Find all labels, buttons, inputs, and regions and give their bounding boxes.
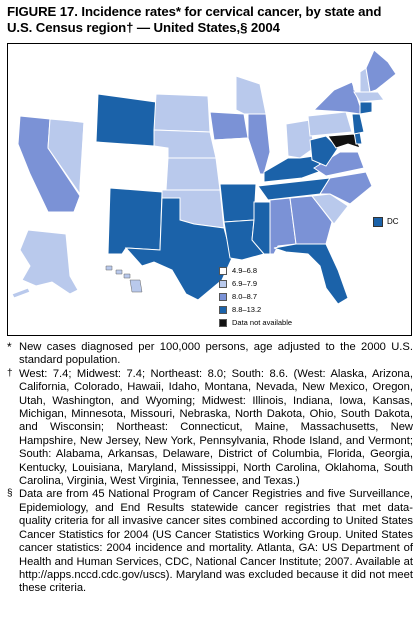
state-maryland	[327, 133, 361, 149]
state-alaska-islands	[11, 287, 31, 299]
legend-label: 8.8–13.2	[232, 305, 262, 314]
legend-label: 8.0–8.7	[232, 292, 258, 301]
figure-title-line-2: U.S. Census region† — United States,§ 20…	[7, 20, 280, 35]
figure-title-line-1: FIGURE 17. Incidence rates* for cervical…	[7, 4, 382, 19]
legend-label: 6.9–7.9	[232, 279, 258, 288]
state-kansas	[165, 157, 221, 191]
state-wyoming	[95, 93, 157, 147]
state-rhode-island	[371, 101, 379, 111]
footnote-dagger: † West: 7.4; Midwest: 7.4; Northeast: 8.…	[7, 368, 413, 489]
footnote-star-mark: *	[7, 340, 12, 354]
legend-swatch	[219, 267, 227, 275]
us-state-map	[11, 49, 397, 305]
state-new-mexico	[107, 187, 163, 255]
legend-swatch	[219, 293, 227, 301]
dc-swatch	[373, 217, 383, 227]
legend-swatch	[219, 280, 227, 288]
state-south-carolina	[311, 193, 349, 225]
legend-label: Data not available	[232, 318, 293, 327]
legend-swatch	[219, 319, 227, 327]
state-pennsylvania	[307, 111, 353, 137]
state-missouri	[213, 137, 261, 185]
state-west-virginia	[309, 135, 339, 167]
state-washington	[25, 55, 73, 89]
state-ohio	[285, 119, 315, 159]
state-vermont	[351, 71, 361, 91]
figure-title: FIGURE 17. Incidence rates* for cervical…	[7, 4, 412, 36]
dc-label: DC	[387, 217, 399, 226]
state-alaska	[19, 229, 79, 295]
state-florida	[273, 243, 349, 305]
footnote-section: § Data are from 45 National Program of C…	[7, 488, 413, 595]
state-wisconsin	[235, 75, 267, 115]
state-connecticut	[359, 101, 373, 115]
footnote-dagger-text: West: 7.4; Midwest: 7.4; Northeast: 8.0;…	[19, 367, 413, 488]
state-massachusetts	[353, 91, 385, 103]
choropleth-map: DC	[7, 43, 412, 336]
state-hawaii	[105, 265, 143, 293]
footnote-star-text: New cases diagnosed per 100,000 persons,…	[19, 341, 413, 367]
footnote-star: * New cases diagnosed per 100,000 person…	[7, 340, 413, 368]
state-north-dakota	[155, 59, 209, 97]
state-oregon	[19, 85, 71, 121]
state-arkansas	[219, 183, 257, 223]
footnote-dagger-mark: †	[7, 367, 13, 379]
footnote-section-text: Data are from 45 National Program of Can…	[19, 488, 413, 595]
footnote-section-mark: §	[7, 488, 13, 500]
state-colorado	[109, 143, 169, 195]
state-south-dakota	[153, 93, 211, 133]
state-virginia	[313, 151, 365, 177]
legend-swatch	[219, 306, 227, 314]
state-iowa	[209, 111, 249, 141]
state-georgia	[289, 195, 333, 245]
state-michigan	[265, 83, 301, 125]
state-minnesota	[205, 61, 247, 113]
footnotes: * New cases diagnosed per 100,000 person…	[7, 340, 413, 596]
state-texas	[124, 197, 233, 301]
state-maine	[365, 49, 397, 93]
state-indiana	[269, 123, 289, 159]
state-new-jersey	[351, 113, 365, 135]
state-north-carolina	[319, 171, 373, 205]
legend-label: 4.9–6.8	[232, 266, 258, 275]
